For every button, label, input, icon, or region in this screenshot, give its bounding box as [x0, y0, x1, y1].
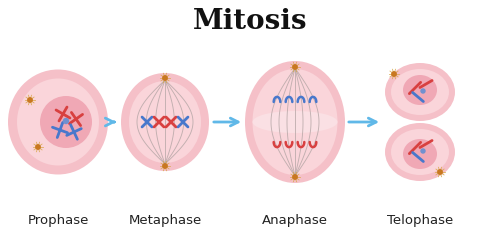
Ellipse shape [17, 78, 99, 166]
Ellipse shape [8, 70, 108, 174]
Ellipse shape [403, 75, 437, 105]
Text: Telophase: Telophase [387, 214, 453, 227]
Ellipse shape [403, 139, 437, 169]
Circle shape [28, 98, 32, 102]
Circle shape [438, 170, 442, 174]
Ellipse shape [121, 73, 209, 171]
Circle shape [421, 149, 425, 153]
Ellipse shape [252, 69, 338, 175]
Ellipse shape [40, 96, 92, 148]
Ellipse shape [385, 123, 455, 181]
Ellipse shape [245, 61, 345, 183]
Ellipse shape [391, 69, 449, 115]
Circle shape [293, 175, 297, 179]
Circle shape [64, 118, 68, 124]
Circle shape [293, 65, 297, 69]
Circle shape [163, 76, 167, 80]
Circle shape [163, 164, 167, 168]
Circle shape [392, 72, 396, 76]
Text: Metaphase: Metaphase [128, 214, 202, 227]
Text: Anaphase: Anaphase [262, 214, 328, 227]
Text: Prophase: Prophase [28, 214, 88, 227]
Circle shape [421, 89, 425, 93]
Ellipse shape [252, 111, 338, 133]
Circle shape [36, 145, 40, 149]
Ellipse shape [391, 129, 449, 175]
Ellipse shape [129, 81, 201, 163]
Ellipse shape [385, 63, 455, 121]
Text: Mitosis: Mitosis [193, 8, 307, 35]
